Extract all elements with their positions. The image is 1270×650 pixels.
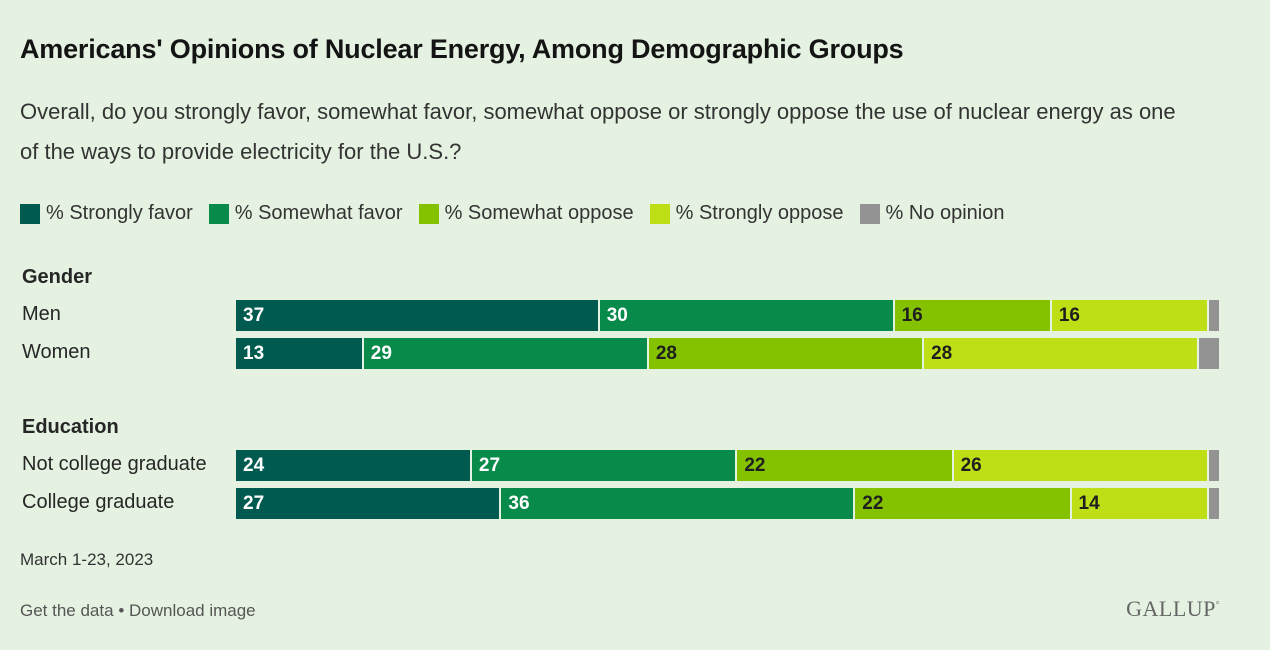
legend-label: % No opinion (885, 202, 1005, 224)
bar-segment: 24 (236, 450, 472, 481)
legend-item: % Strongly favor (20, 202, 193, 225)
group-label: Gender (22, 266, 93, 288)
legend-swatch (20, 203, 40, 224)
bar-segment: 28 (648, 338, 925, 369)
gallup-logo: GALLUP° (1126, 596, 1220, 621)
get-data-link[interactable]: Get the data (20, 601, 114, 620)
legend-item: % Strongly oppose (649, 202, 844, 225)
bar-segment (1199, 338, 1219, 369)
legend-swatch (418, 203, 439, 224)
bar-segment (1209, 488, 1219, 519)
bar-segment (1209, 450, 1219, 481)
legend-label: % Somewhat favor (234, 202, 403, 224)
legend-label: % Strongly oppose (675, 202, 844, 224)
bar-segment: 29 (363, 338, 649, 369)
legend-swatch (859, 203, 880, 224)
footer-separator: • (118, 601, 125, 620)
bar-segment: 30 (599, 300, 895, 331)
bar-segment: 13 (236, 338, 364, 369)
stacked-bar: 37 30 16 16 (236, 300, 1219, 331)
group-label: Education (22, 416, 119, 438)
bar-segment: 37 (236, 300, 600, 331)
bar-segment: 14 (1071, 488, 1210, 519)
footer-links: Get the data • Download image (20, 601, 256, 621)
legend-swatch (208, 203, 229, 224)
chart-subtitle: Overall, do you strongly favor, somewhat… (20, 99, 1176, 164)
legend-label: % Somewhat oppose (444, 202, 634, 224)
bar-segment: 27 (236, 488, 502, 519)
legend-item: % Somewhat favor (208, 202, 403, 225)
row-label: Not college graduate (22, 453, 207, 475)
bar-segment: 28 (924, 338, 1200, 369)
stacked-bar: 24 27 22 26 (236, 450, 1219, 481)
survey-date-note: March 1-23, 2023 (20, 550, 154, 569)
chart-legend: % Strongly favor % Somewhat favor % Somewh… (20, 202, 1004, 225)
bar-segment: 27 (471, 450, 738, 481)
row-label: Women (22, 341, 91, 363)
bar-segment: 26 (953, 450, 1210, 481)
bar-segment (1209, 300, 1219, 331)
bar-segment: 16 (1051, 300, 1210, 331)
stacked-bar: 27 36 22 14 (236, 488, 1219, 519)
legend-item: % No opinion (859, 202, 1005, 225)
legend-swatch (649, 203, 670, 224)
row-label: College graduate (22, 491, 175, 513)
bar-segment: 22 (737, 450, 954, 481)
download-image-link[interactable]: Download image (129, 601, 256, 620)
bar-segment: 16 (894, 300, 1052, 331)
legend-label: % Strongly favor (46, 202, 193, 224)
legend-item: % Somewhat oppose (418, 202, 634, 225)
bar-segment: 36 (501, 488, 856, 519)
bar-segment: 22 (855, 488, 1072, 519)
stacked-bar: 13 29 28 28 (236, 338, 1219, 369)
chart-title: Americans' Opinions of Nuclear Energy, A… (20, 34, 904, 64)
row-label: Men (22, 303, 61, 325)
